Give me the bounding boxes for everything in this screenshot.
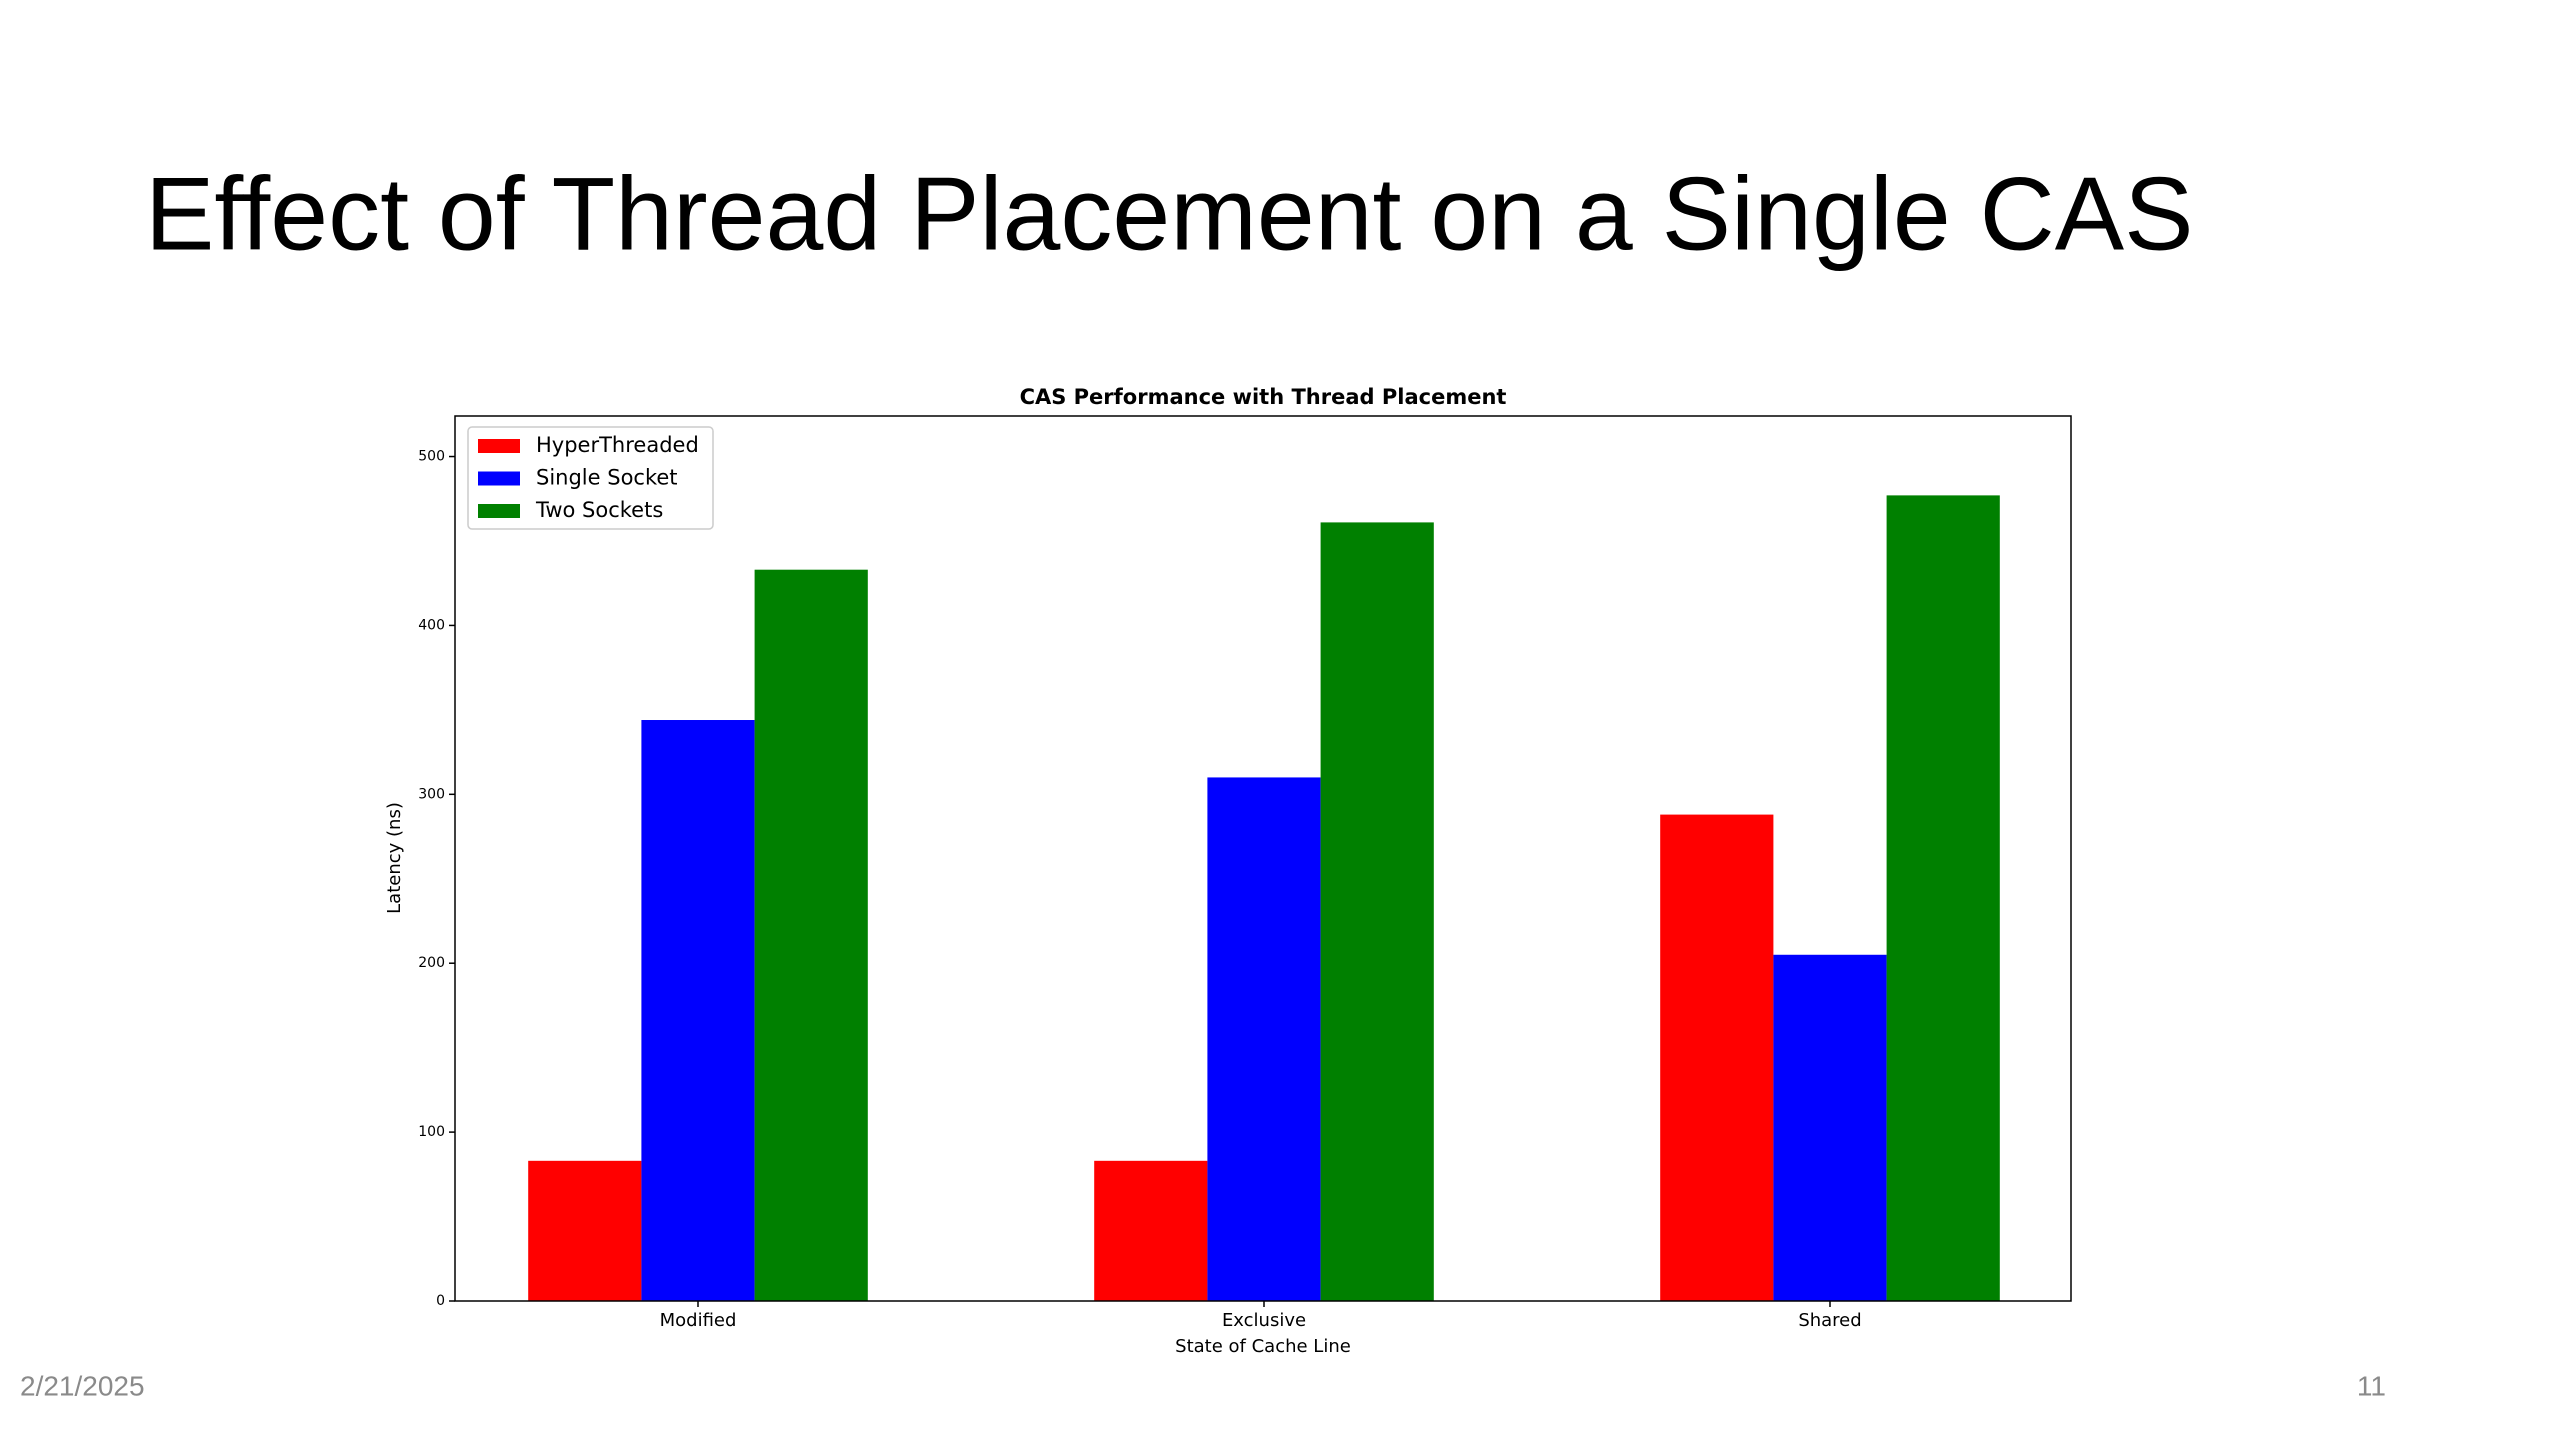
legend-swatch xyxy=(478,439,520,453)
x-tick-label: Modified xyxy=(660,1310,737,1331)
legend-label: HyperThreaded xyxy=(536,433,699,457)
y-tick-label: 0 xyxy=(436,1293,445,1309)
y-tick-label: 300 xyxy=(418,786,445,802)
x-tick-label: Exclusive xyxy=(1222,1310,1306,1331)
bar xyxy=(528,1160,642,1301)
legend-swatch xyxy=(478,504,520,518)
bar xyxy=(754,569,868,1301)
x-axis-label: State of Cache Line xyxy=(1175,1336,1351,1357)
bar xyxy=(1320,522,1434,1301)
bar xyxy=(1094,1160,1208,1301)
bar xyxy=(1207,777,1321,1301)
legend-label: Two Sockets xyxy=(535,498,663,522)
y-tick-label: 400 xyxy=(418,617,445,633)
bar xyxy=(1660,814,1774,1301)
y-tick-label: 200 xyxy=(418,955,445,971)
bar xyxy=(1886,495,2000,1301)
legend-label: Single Socket xyxy=(536,466,678,490)
y-tick-label: 500 xyxy=(418,449,445,465)
legend-swatch xyxy=(478,471,520,486)
slide-number: 11 xyxy=(2357,1370,2386,1401)
y-axis-label: Latency (ns) xyxy=(384,802,405,914)
y-tick-label: 100 xyxy=(418,1124,445,1140)
slide-date: 2/21/2025 xyxy=(20,1370,145,1401)
slide-title: Effect of Thread Placement on a Single C… xyxy=(145,156,2193,272)
x-tick-label: Shared xyxy=(1798,1310,1861,1331)
bar xyxy=(641,720,755,1301)
chart-title: CAS Performance with Thread Placement xyxy=(1020,385,1507,409)
bar xyxy=(1773,954,1887,1301)
plot-frame xyxy=(454,415,2072,1302)
legend-box xyxy=(467,426,714,530)
